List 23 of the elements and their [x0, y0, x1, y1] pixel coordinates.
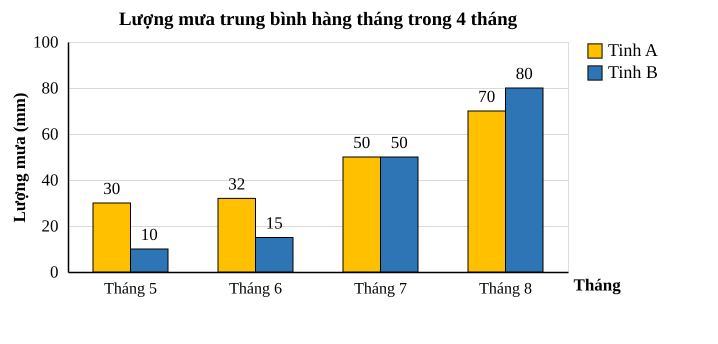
data-label: 70 — [478, 87, 496, 106]
y-tick-label: 20 — [42, 216, 58, 236]
y-tick-label: 0 — [50, 262, 58, 282]
x-tick-label: Tháng 7 — [354, 280, 407, 298]
y-tick-label: 80 — [42, 78, 58, 98]
y-tick-label: 60 — [42, 124, 58, 144]
y-axis-title: Lượng mưa (mm) — [10, 92, 29, 222]
data-label: 50 — [353, 133, 370, 152]
data-label: 32 — [228, 174, 246, 194]
chart-title: Lượng mưa trung bình hàng tháng trong 4 tháng — [118, 9, 518, 30]
x-axis-title: Tháng — [574, 276, 622, 294]
legend-label: Tinh A — [608, 40, 658, 60]
data-label: 80 — [516, 64, 533, 83]
data-label: 50 — [390, 133, 408, 152]
x-tick-label: Tháng 5 — [104, 280, 157, 298]
y-tick-label: 100 — [33, 32, 58, 52]
x-tick-label: Tháng 6 — [229, 280, 282, 298]
data-label: 30 — [103, 179, 120, 198]
x-tick-label: Tháng 8 — [479, 280, 532, 298]
legend-label: Tinh B — [608, 62, 658, 82]
y-tick-label: 40 — [42, 170, 58, 190]
data-label: 15 — [266, 214, 283, 232]
data-label: 10 — [140, 225, 158, 244]
